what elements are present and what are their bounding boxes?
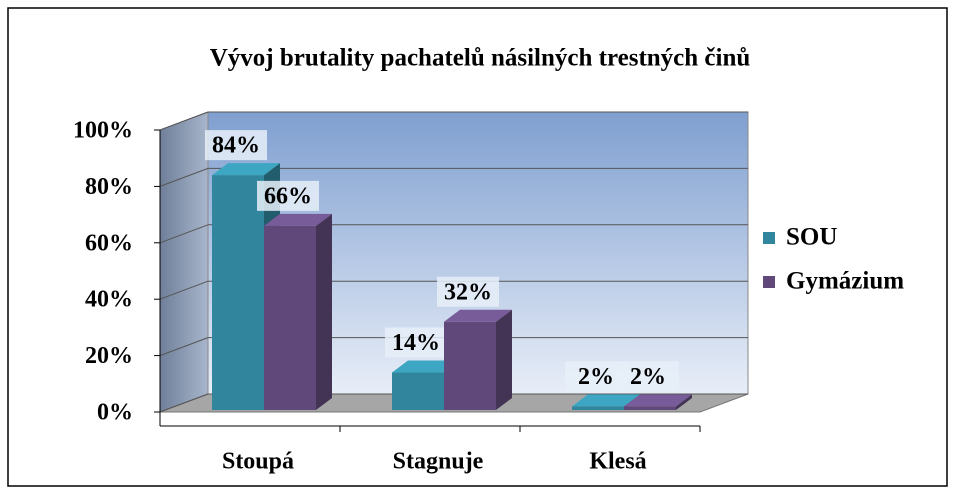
y-tick-label: 0% — [97, 400, 133, 426]
bar-side — [496, 309, 512, 410]
grid-line-side — [159, 280, 209, 300]
data-label-box — [437, 276, 499, 307]
chart-title: Vývoj brutality pachatelů násilných tres… — [210, 45, 751, 72]
legend-swatch — [763, 276, 775, 288]
y-tick-label: 20% — [85, 343, 133, 369]
bar — [212, 175, 264, 410]
bar-top — [572, 394, 640, 407]
y-tick-label: 100% — [73, 118, 133, 144]
bar-top — [624, 394, 692, 407]
grid-line-side — [159, 224, 209, 244]
data-label: 84% — [212, 133, 260, 159]
bar — [392, 372, 444, 410]
y-tick-label: 40% — [85, 287, 133, 313]
bar — [264, 225, 316, 410]
data-label-box — [385, 327, 447, 358]
x-tick-label: Stagnuje — [393, 449, 484, 475]
bar-side — [676, 394, 692, 410]
x-tick-label: Klesá — [589, 449, 646, 475]
bar-top — [264, 213, 332, 226]
bar-top — [444, 309, 512, 322]
bar — [444, 321, 496, 410]
grid-line-side — [159, 111, 209, 131]
x-tick-label: Stoupá — [222, 449, 294, 475]
data-label: 2% — [630, 364, 666, 390]
y-tick-label: 80% — [85, 174, 133, 200]
data-label: 66% — [264, 183, 312, 209]
bar-top — [392, 360, 460, 373]
bar-side — [316, 213, 332, 410]
legend-swatch — [763, 232, 775, 244]
bar — [572, 406, 624, 410]
data-label-box — [565, 361, 627, 392]
grid-line-side — [159, 337, 209, 357]
data-label-box — [205, 130, 267, 161]
data-label: 2% — [578, 364, 614, 390]
data-label: 32% — [444, 279, 492, 305]
bar-top — [212, 163, 280, 176]
side-wall — [159, 111, 209, 413]
data-label: 14% — [392, 330, 440, 356]
grid-line-side — [159, 167, 209, 187]
data-label-box — [617, 361, 679, 392]
y-tick-label: 60% — [85, 230, 133, 256]
bar — [624, 406, 676, 410]
grid-line-side — [159, 393, 209, 413]
legend-label: Gymázium — [786, 268, 904, 295]
data-label-box — [257, 180, 319, 211]
legend-label: SOU — [786, 224, 837, 251]
